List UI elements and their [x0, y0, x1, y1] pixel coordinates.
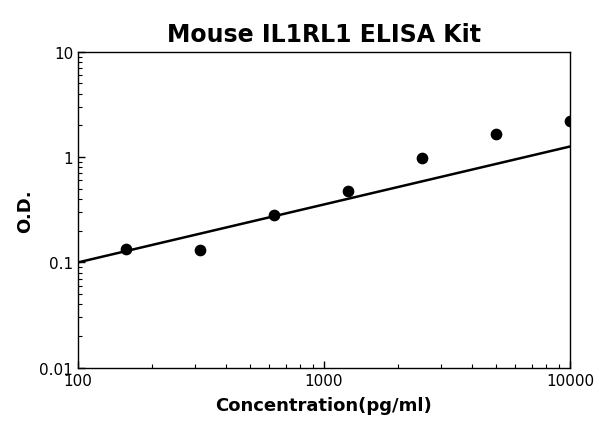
Point: [417, 155, 427, 162]
Point: [121, 246, 130, 253]
X-axis label: Concentration(pg/ml): Concentration(pg/ml): [215, 396, 433, 414]
Point: [491, 131, 501, 138]
Point: [195, 247, 205, 254]
Y-axis label: O.D.: O.D.: [16, 188, 34, 232]
Point: [343, 188, 353, 195]
Point: [565, 118, 575, 125]
Title: Mouse IL1RL1 ELISA Kit: Mouse IL1RL1 ELISA Kit: [167, 22, 481, 46]
Point: [269, 212, 278, 219]
